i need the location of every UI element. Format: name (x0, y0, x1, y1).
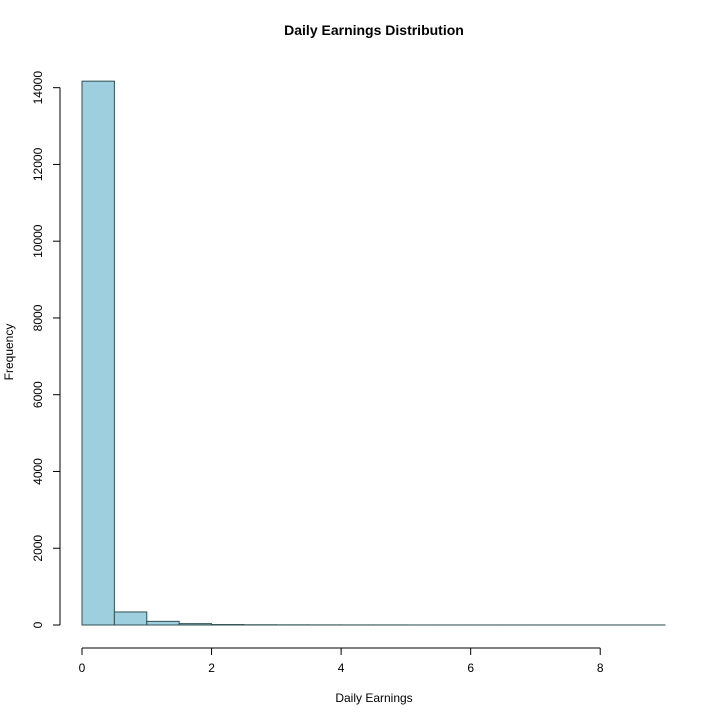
y-tick-label-4: 8000 (31, 304, 45, 331)
x-tick-label-0: 0 (79, 661, 86, 675)
chart-title: Daily Earnings Distribution (284, 22, 464, 38)
y-tick-label-2: 4000 (31, 458, 45, 485)
y-tick-label-5: 10000 (31, 224, 45, 258)
x-tick-label-1: 2 (208, 661, 215, 675)
histogram-bar-0 (81, 80, 115, 626)
x-axis: 0 2 4 6 8 (79, 647, 604, 675)
x-tick-label-2: 4 (338, 661, 345, 675)
histogram-bar-3 (178, 623, 213, 626)
histogram-bar-2 (146, 620, 180, 626)
y-tick-label-1: 2000 (31, 535, 45, 562)
x-tick-label-4: 8 (597, 661, 604, 675)
x-tick-label-3: 6 (467, 661, 474, 675)
x-axis-label: Daily Earnings (335, 691, 412, 705)
y-tick-label-6: 12000 (31, 147, 45, 181)
y-tick-label-7: 14000 (31, 71, 45, 105)
y-tick-label-3: 6000 (31, 381, 45, 408)
histogram-bar-1 (113, 611, 148, 626)
histogram-bars (81, 80, 666, 626)
y-axis: 0 2000 4000 6000 8000 10000 12000 14000 (31, 71, 61, 628)
y-axis-label: Frequency (2, 324, 16, 381)
y-tick-label-0: 0 (31, 621, 45, 628)
